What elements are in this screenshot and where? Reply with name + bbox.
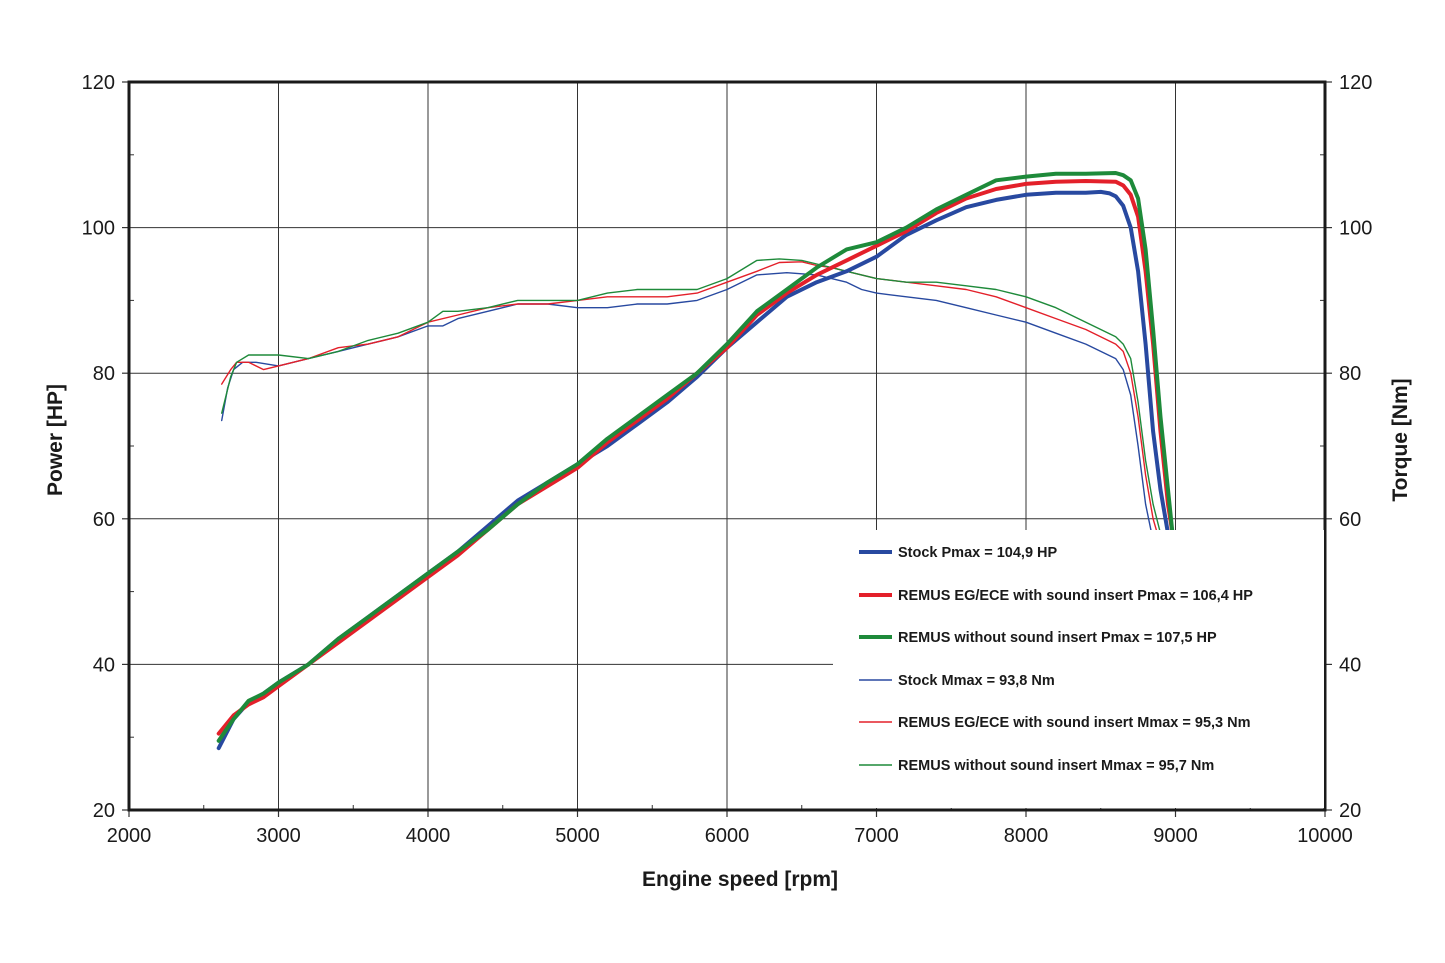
- legend-label-remus-no-insert-torque: REMUS without sound insert Mmax = 95,7 N…: [898, 758, 1214, 774]
- y-left-tick-label: 120: [82, 72, 115, 94]
- y-right-tick-label: 20: [1339, 800, 1361, 822]
- y-right-tick-label: 60: [1339, 509, 1361, 531]
- plot-frame: [127, 80, 1327, 812]
- legend-label-stock-torque: Stock Mmax = 93,8 Nm: [898, 673, 1055, 689]
- x-tick-label: 5000: [555, 825, 600, 847]
- series-line-remus-eg-ece-with-sound-insert-pmax-106-4-hp: [216, 179, 1175, 736]
- y-left-tick-label: 80: [93, 363, 115, 385]
- x-tick-label: 7000: [854, 825, 899, 847]
- series-line-remus-without-sound-insert-mmax-95-7-nm: [220, 258, 1169, 549]
- legend: Stock Pmax = 104,9 HP REMUS EG/ECE with …: [833, 530, 1324, 808]
- y-right-tick-label: 120: [1339, 72, 1372, 94]
- legend-label-remus-eg-power: REMUS EG/ECE with sound insert Pmax = 10…: [898, 588, 1253, 604]
- series-line-remus-eg-ece-with-sound-insert-mmax-95-3-nm: [220, 261, 1162, 545]
- x-axis-title: Engine speed [rpm]: [642, 868, 838, 891]
- y-right-tick-label: 40: [1339, 654, 1361, 676]
- series-line-remus-without-sound-insert-pmax-107-5-hp: [216, 171, 1175, 743]
- x-tick-label: 6000: [705, 825, 750, 847]
- y-left-tick-label: 20: [93, 800, 115, 822]
- y-right-tick-label: 80: [1339, 363, 1361, 385]
- x-tick-label: 3000: [256, 825, 301, 847]
- y-left-tick-label: 60: [93, 509, 115, 531]
- legend-label-remus-eg-torque: REMUS EG/ECE with sound insert Mmax = 95…: [898, 715, 1251, 731]
- legend-label-remus-no-insert-power: REMUS without sound insert Pmax = 107,5 …: [898, 630, 1217, 646]
- y-axis-title-left: Power [HP]: [44, 384, 67, 496]
- x-tick-label: 2000: [107, 825, 152, 847]
- series-layer: [216, 171, 1175, 751]
- y-left-tick-label: 40: [93, 654, 115, 676]
- legend-label-stock-power: Stock Pmax = 104,9 HP: [898, 545, 1058, 561]
- legend-box: [833, 530, 1324, 808]
- y-axis-title-right: Torque [Nm]: [1389, 378, 1412, 501]
- x-tick-label: 10000: [1297, 825, 1353, 847]
- y-right-tick-label: 100: [1339, 218, 1372, 240]
- grid-lines: [129, 82, 1325, 810]
- x-tick-label: 4000: [406, 825, 451, 847]
- series-line-stock-mmax-93-8-nm: [220, 272, 1154, 542]
- x-tick-label: 8000: [1004, 825, 1049, 847]
- y-left-tick-label: 100: [82, 218, 115, 240]
- x-tick-label: 9000: [1153, 825, 1198, 847]
- tick-labels: 2000 3000 4000 5000 6000 7000 8000 9000 10000 20 2…: [82, 72, 1373, 847]
